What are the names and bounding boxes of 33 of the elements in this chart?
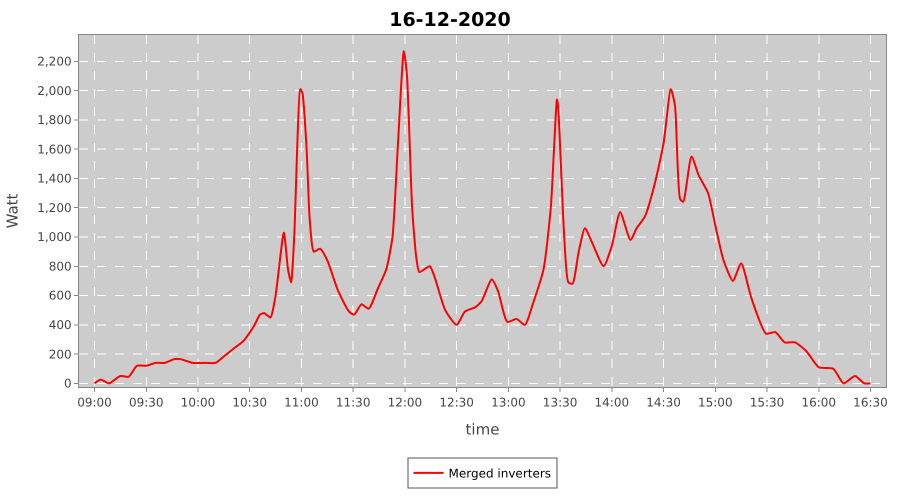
y-tick-label: 1,800 <box>37 113 72 128</box>
y-tick-label: 0 <box>64 376 72 391</box>
x-tick-label: 13:30 <box>542 395 578 410</box>
x-tick-label: 09:00 <box>77 395 112 410</box>
y-tick-label: 1,600 <box>37 142 72 156</box>
y-tick-label: 1,000 <box>37 230 72 244</box>
y-tick-label: 200 <box>48 347 72 362</box>
y-tick-label: 2,200 <box>37 54 72 69</box>
x-tick-label: 11:00 <box>284 395 319 410</box>
x-tick-label: 12:00 <box>388 395 422 410</box>
x-axis-title: time <box>466 420 500 438</box>
y-axis-title: Watt <box>3 193 22 228</box>
x-tick-label: 11:30 <box>336 395 370 410</box>
x-tick-label: 15:30 <box>750 395 784 410</box>
x-tick-label: 16:00 <box>801 395 836 410</box>
y-tick-label: 1,200 <box>37 200 72 215</box>
x-tick-label: 14:00 <box>594 395 630 410</box>
y-tick-label: 1,400 <box>37 172 72 186</box>
x-tick-label: 10:30 <box>232 395 268 410</box>
y-tick-label: 400 <box>48 318 72 332</box>
y-tick-label: 800 <box>48 259 72 274</box>
line-series <box>94 50 872 384</box>
x-tick-label: 14:30 <box>646 395 681 410</box>
x-tick-label: 13:00 <box>491 395 526 410</box>
y-tick-label: 600 <box>48 288 72 303</box>
x-tick-label: 15:00 <box>698 395 733 410</box>
y-tick-label: 2,000 <box>37 84 72 98</box>
x-tick-label: 12:30 <box>439 395 474 410</box>
x-tick-label: 16:30 <box>853 395 888 410</box>
x-tick-label: 10:00 <box>180 395 216 410</box>
chart-title: 16-12-2020 <box>389 8 511 31</box>
legend-label: Merged inverters <box>448 466 552 481</box>
x-tick-label: 09:30 <box>128 395 164 410</box>
